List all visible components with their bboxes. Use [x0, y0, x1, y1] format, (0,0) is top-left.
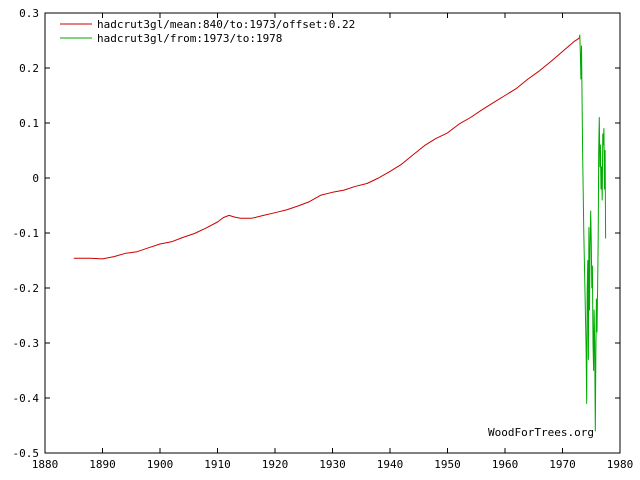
- x-tick-label: 1950: [434, 458, 461, 471]
- y-tick-label: 0: [32, 172, 39, 185]
- y-tick-label: -0.2: [13, 282, 40, 295]
- x-tick-label: 1910: [204, 458, 231, 471]
- x-tick-label: 1930: [319, 458, 346, 471]
- x-tick-label: 1920: [262, 458, 289, 471]
- watermark-text: WoodForTrees.org: [488, 426, 594, 439]
- legend-label-series-1: hadcrut3gl/mean:840/to:1973/offset:0.22: [97, 18, 355, 31]
- x-tick-label: 1900: [147, 458, 174, 471]
- x-tick-label: 1980: [607, 458, 634, 471]
- y-tick-label: 0.1: [19, 117, 39, 130]
- y-tick-label: -0.4: [13, 392, 40, 405]
- y-tick-label: -0.1: [13, 227, 40, 240]
- legend-label-series-2: hadcrut3gl/from:1973/to:1978: [97, 32, 282, 45]
- x-tick-label: 1960: [492, 458, 519, 471]
- y-tick-label: 0.3: [19, 7, 39, 20]
- plot-frame: [44, 12, 621, 454]
- axis-ticks: 1880 1890 1900 1910 1920 1930 1940 1950 1960 1970…: [13, 7, 634, 471]
- x-tick-label: 1970: [549, 458, 576, 471]
- y-tick-label: -0.3: [13, 337, 40, 350]
- y-tick-label: 0.2: [19, 62, 39, 75]
- x-tick-label: 1940: [377, 458, 404, 471]
- series-line-1: [73, 37, 581, 260]
- x-tick-label: 1890: [89, 458, 116, 471]
- series-line-2: [578, 34, 607, 432]
- legend: hadcrut3gl/mean:840/to:1973/offset:0.22 …: [60, 18, 355, 45]
- x-tick-label: 1880: [32, 458, 59, 471]
- y-tick-label: -0.5: [13, 447, 40, 460]
- series-layer: [73, 34, 607, 432]
